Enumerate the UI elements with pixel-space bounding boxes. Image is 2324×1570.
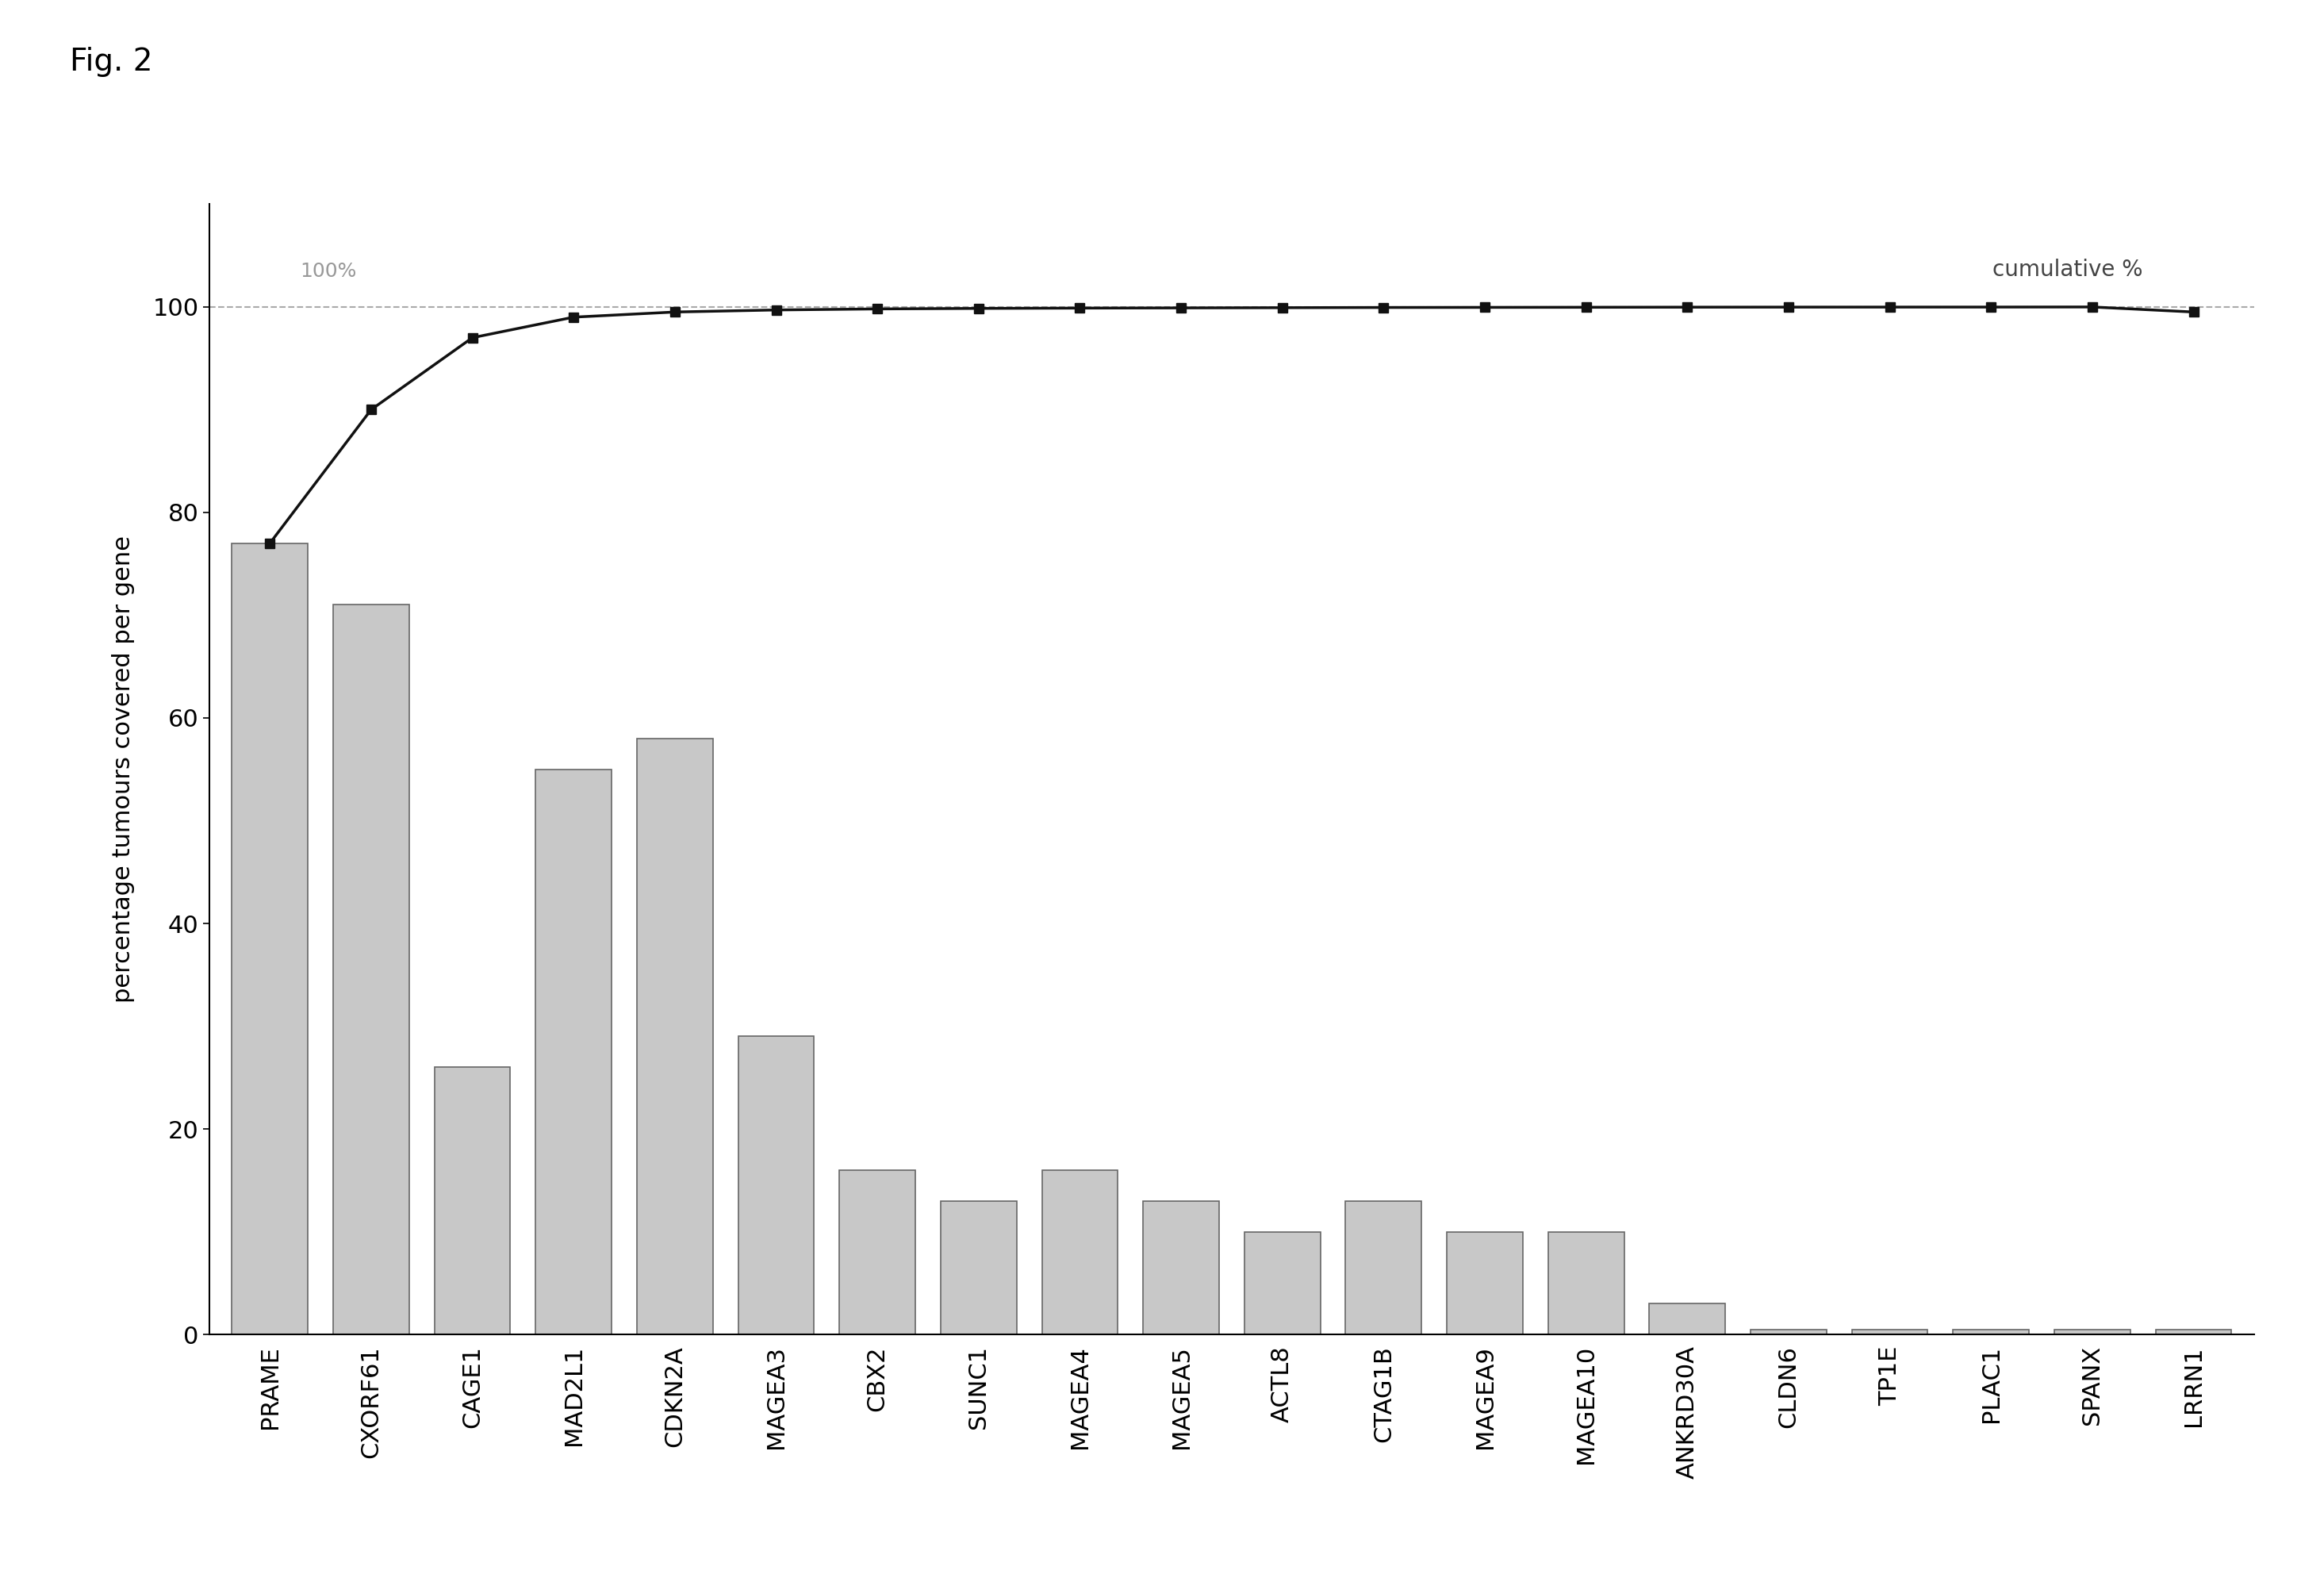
Bar <box>535 769 611 1334</box>
Bar <box>435 1068 511 1334</box>
Bar <box>1650 1303 1724 1334</box>
Bar <box>1750 1330 1827 1334</box>
Bar <box>332 604 409 1334</box>
Bar <box>1041 1170 1118 1334</box>
Bar <box>1952 1330 2029 1334</box>
Bar <box>1852 1330 1929 1334</box>
Bar <box>739 1036 813 1334</box>
Bar <box>839 1170 916 1334</box>
Text: 100%: 100% <box>300 262 358 281</box>
Bar <box>1548 1232 1624 1334</box>
Bar <box>637 738 713 1334</box>
Bar <box>1143 1201 1220 1334</box>
Bar <box>232 543 307 1334</box>
Bar <box>941 1201 1016 1334</box>
Bar <box>2157 1330 2231 1334</box>
Bar <box>2054 1330 2131 1334</box>
Bar <box>1243 1232 1320 1334</box>
Y-axis label: percentage tumours covered per gene: percentage tumours covered per gene <box>112 535 135 1003</box>
Text: cumulative %: cumulative % <box>1992 259 2143 281</box>
Text: Fig. 2: Fig. 2 <box>70 47 153 77</box>
Bar <box>1448 1232 1522 1334</box>
Bar <box>1346 1201 1422 1334</box>
